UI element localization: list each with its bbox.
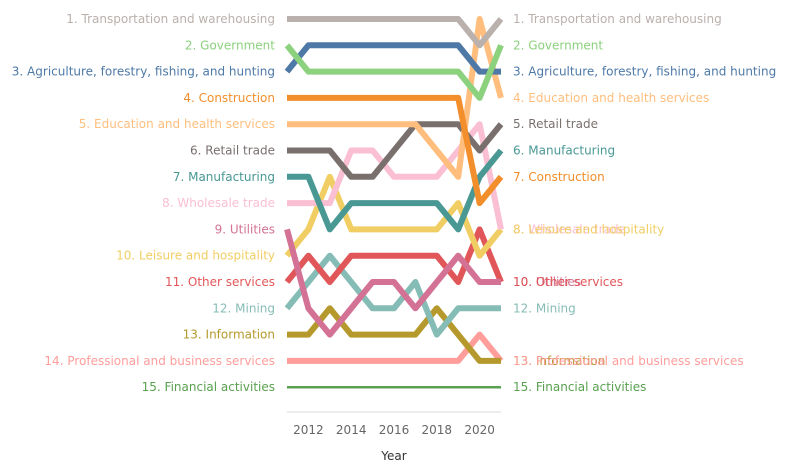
end-label: 5. Retail trade [513, 117, 598, 131]
x-tick-label: 2014 [336, 423, 367, 437]
start-label: 11. Other services [165, 275, 275, 289]
start-label: 5. Education and health services [79, 117, 275, 131]
start-label: 12. Mining [212, 301, 275, 315]
start-label: 4. Construction [183, 91, 275, 105]
x-tick-label: 2020 [464, 423, 495, 437]
start-label: 7. Manufacturing [173, 170, 275, 184]
start-label: 14. Professional and business services [44, 354, 275, 368]
x-tick-label: 2018 [422, 423, 453, 437]
end-label: 7. Construction [513, 170, 605, 184]
series-line[interactable] [284, 42, 501, 75]
series-line[interactable] [287, 94, 504, 207]
end-label: 15. Financial activities [513, 380, 646, 394]
end-label: 6. Manufacturing [513, 144, 615, 158]
start-label: 10. Leisure and hospitality [116, 249, 275, 263]
start-label: 9. Utilities [215, 222, 275, 236]
end-label: 10. Other services [513, 275, 623, 289]
end-label: 10. Utilities [513, 275, 581, 289]
x-tick-labels: 2012 2014 2016 2018 2020 [293, 423, 495, 437]
series-line[interactable] [284, 43, 504, 101]
series-lines [284, 16, 504, 389]
series-line[interactable] [287, 305, 501, 364]
series-line[interactable] [284, 228, 501, 338]
start-label: 8. Wholesale trade [162, 196, 275, 210]
series-line[interactable] [284, 173, 504, 259]
start-label: 3. Agriculture, forestry, fishing, and h… [12, 65, 275, 79]
end-label: 8. Wholesale trade [513, 222, 626, 236]
end-label: 3. Agriculture, forestry, fishing, and h… [513, 65, 776, 79]
end-label: 4. Education and health services [513, 91, 709, 105]
series-line[interactable] [284, 252, 501, 338]
start-label: 2. Government [185, 38, 275, 52]
series-line[interactable] [287, 148, 504, 233]
start-label: 1. Transportation and warehousing [66, 12, 275, 26]
series-line[interactable] [287, 16, 504, 49]
x-axis-title: Year [380, 449, 406, 463]
start-label: 15. Financial activities [142, 380, 275, 394]
end-labels: 1. Transportation and warehousing 2. Gove… [513, 12, 776, 394]
end-label: 1. Transportation and warehousing [513, 12, 722, 26]
x-tick-label: 2016 [379, 423, 410, 437]
start-label: 6. Retail trade [190, 144, 275, 158]
end-label: 2. Government [513, 38, 603, 52]
end-label: 12. Mining [513, 301, 576, 315]
end-label: 13. Information [513, 354, 605, 368]
start-labels: 1. Transportation and warehousing 2. Gove… [12, 12, 275, 394]
x-tick-label: 2012 [293, 423, 324, 437]
end-label: 13. Professional and business services [513, 354, 744, 368]
series-line[interactable] [287, 331, 504, 364]
start-label: 13. Information [183, 328, 275, 342]
end-label: 8. Leisure and hospitality [513, 222, 664, 236]
